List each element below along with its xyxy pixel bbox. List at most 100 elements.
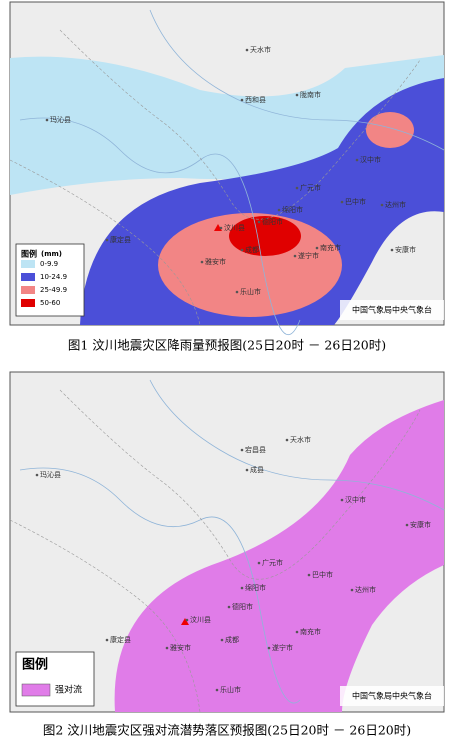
place-dot	[293, 254, 297, 258]
place-label: 安康市	[395, 245, 416, 254]
place-dot	[295, 186, 299, 190]
place-dot	[295, 93, 299, 97]
place-dot	[240, 586, 244, 590]
river	[149, 379, 445, 511]
place-dot	[105, 238, 109, 242]
place-label: 成都	[225, 635, 239, 644]
place-label: 达州市	[355, 585, 376, 594]
place-dot	[355, 158, 359, 162]
caption: 图2 汶川地震灾区强对流潜势落区预报图(25日20时 － 26日20时)	[43, 723, 411, 738]
legend-label: 强对流	[55, 684, 82, 696]
border	[9, 519, 201, 713]
place-dot	[240, 448, 244, 452]
river	[149, 9, 445, 151]
legend-label: 10-24.9	[40, 273, 67, 281]
place-label: 康定县	[110, 635, 131, 644]
credit: 中国气象局中央气象台	[352, 691, 432, 701]
border	[9, 159, 201, 326]
epicenter	[181, 618, 189, 625]
place-dot	[240, 248, 244, 252]
place-dot	[215, 688, 219, 692]
legend-title: 图例	[22, 657, 48, 673]
place-label: 南充市	[320, 243, 341, 252]
place-label: 遂宁市	[272, 643, 293, 652]
legend-unit: (mm)	[41, 250, 62, 258]
legend-title: 图例	[21, 249, 37, 259]
place-dot	[235, 290, 239, 294]
place-label: 南充市	[300, 627, 321, 636]
legend-swatch	[21, 273, 35, 281]
place-dot	[307, 573, 311, 577]
place-dot	[350, 588, 354, 592]
place-dot	[45, 118, 49, 122]
legend-box	[15, 651, 95, 707]
place-dot	[240, 98, 244, 102]
place-label: 雅安市	[205, 257, 226, 266]
place-dot	[35, 473, 39, 477]
convection-area	[114, 400, 445, 712]
place-label: 陇南市	[300, 90, 321, 99]
place-label: 广元市	[300, 183, 321, 192]
place-label: 达州市	[385, 200, 406, 209]
border	[59, 29, 421, 220]
place-label: 成都	[245, 245, 259, 254]
place-dot	[200, 260, 204, 264]
place-dot	[227, 605, 231, 609]
place-dot	[257, 561, 261, 565]
place-dot	[245, 468, 249, 472]
place-label: 宕昌县	[245, 445, 266, 454]
place-dot	[257, 220, 261, 224]
place-label: 汉中市	[345, 495, 366, 504]
place-label: 乐山市	[240, 287, 261, 296]
place-dot	[390, 248, 394, 252]
place-label: 德阳市	[232, 602, 253, 611]
place-dot	[380, 203, 384, 207]
place-label: 广元市	[262, 558, 283, 567]
place-label: 巴中市	[345, 197, 366, 206]
place-dot	[165, 646, 169, 650]
river	[19, 467, 301, 704]
epicenter	[214, 224, 222, 231]
place-label: 安康市	[410, 520, 431, 529]
place-dot	[220, 638, 224, 642]
legend-label: 0-9.9	[40, 260, 58, 268]
place-dot	[340, 200, 344, 204]
place-label: 雅安市	[170, 643, 191, 652]
place-label: 汶川县	[224, 223, 245, 232]
place-label: 汉中市	[360, 155, 381, 164]
legend-swatch	[21, 286, 35, 294]
credit-bg	[340, 686, 444, 706]
place-dot	[105, 638, 109, 642]
place-label: 康定县	[110, 235, 131, 244]
place-label: 成县	[250, 465, 264, 474]
legend-swatch	[21, 683, 51, 697]
place-dot	[340, 498, 344, 502]
rain-area-red	[229, 216, 301, 256]
caption: 图1 汶川地震灾区降雨量预报图(25日20时 － 26日20时)	[68, 338, 386, 353]
place-label: 天水市	[250, 45, 271, 54]
place-label: 德阳市	[262, 217, 283, 226]
place-dot	[405, 523, 409, 527]
legend-swatch	[21, 260, 35, 268]
legend-label: 25-49.9	[40, 286, 67, 294]
place-label: 天水市	[290, 435, 311, 444]
place-label: 巴中市	[312, 570, 333, 579]
place-dot	[267, 646, 271, 650]
credit: 中国气象局中央气象台	[352, 305, 432, 315]
place-label: 玛沁县	[50, 115, 71, 124]
legend-swatch	[21, 299, 35, 307]
place-label: 西和县	[245, 95, 266, 104]
river	[19, 117, 301, 335]
border	[59, 389, 421, 580]
place-dot	[285, 438, 289, 442]
place-label: 玛沁县	[40, 470, 61, 479]
place-label: 绵阳市	[245, 583, 266, 592]
place-dot	[315, 246, 319, 250]
legend-label: 50-60	[40, 299, 60, 307]
place-dot	[219, 226, 223, 230]
place-label: 遂宁市	[298, 251, 319, 260]
place-label: 汶川县	[190, 615, 211, 624]
